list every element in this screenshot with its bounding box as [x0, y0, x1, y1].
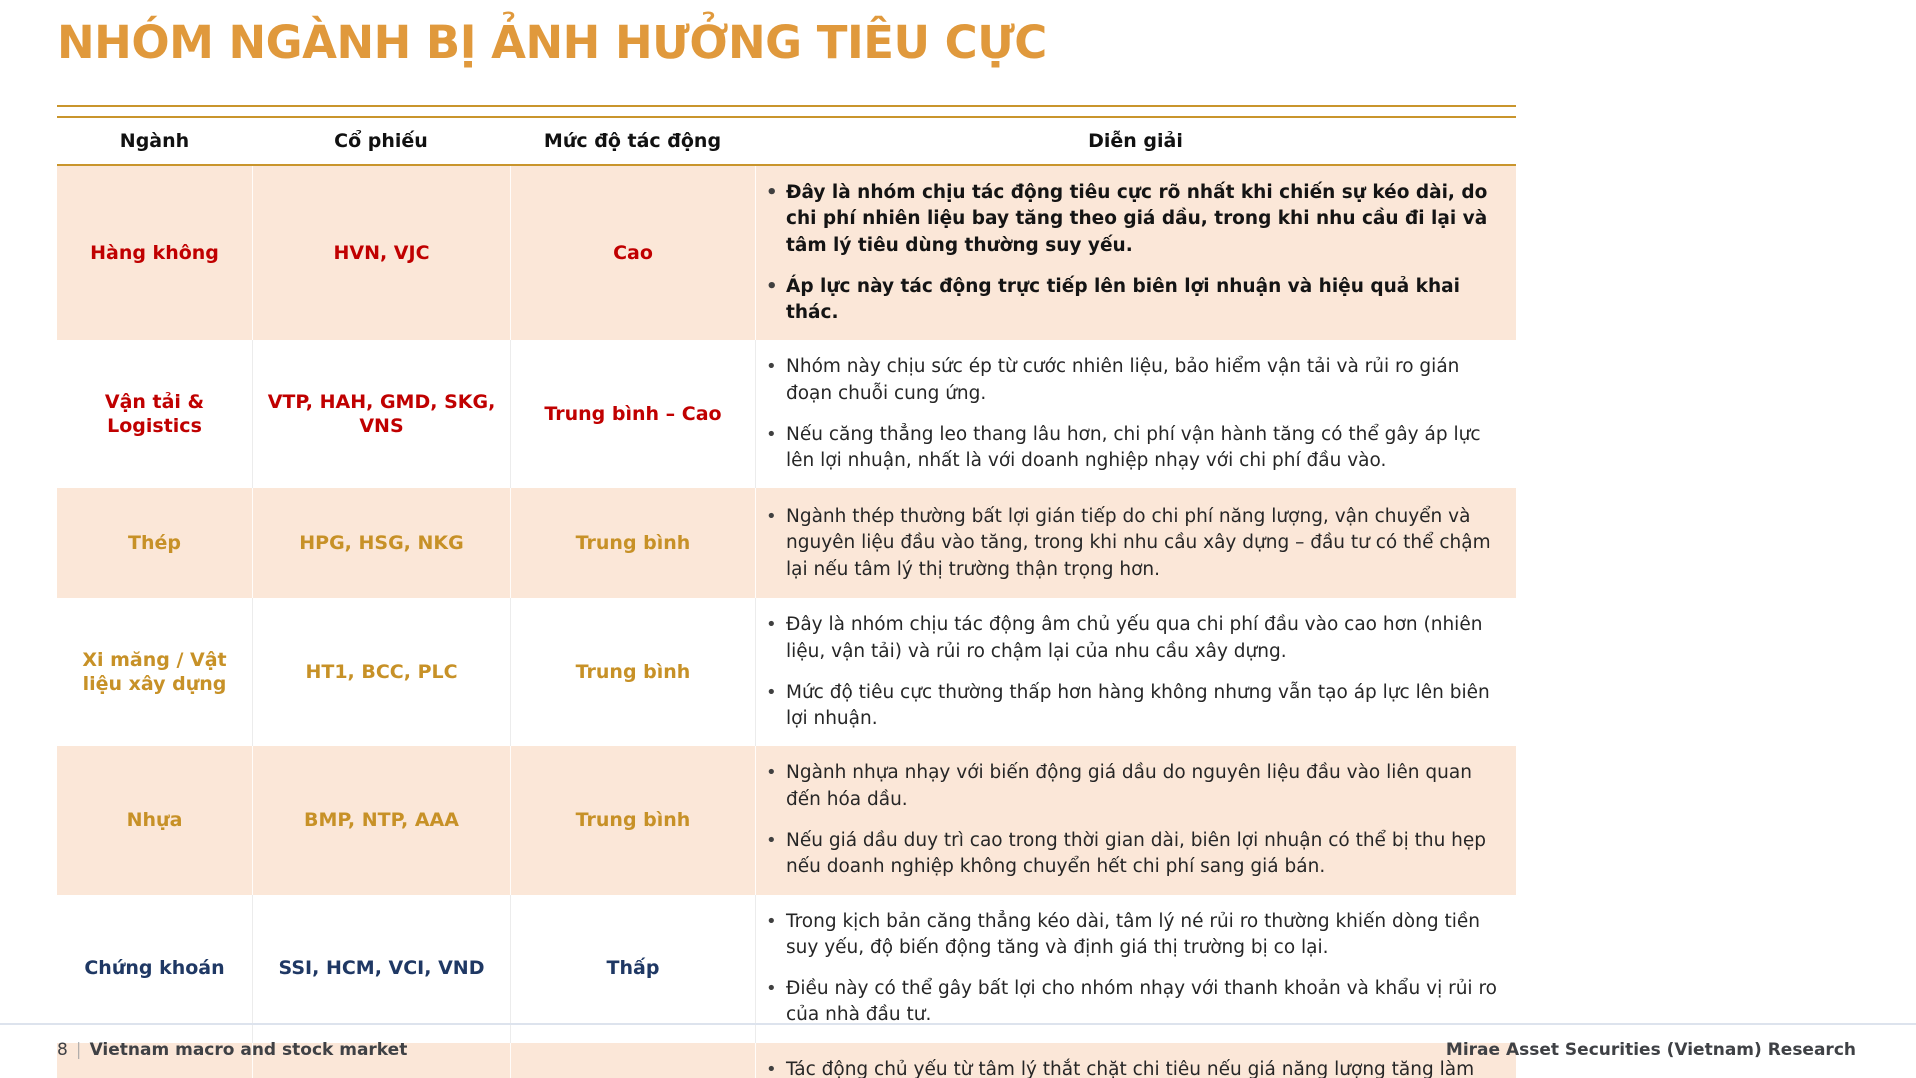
- tickers-cell: BMP, NTP, AAA: [252, 746, 510, 895]
- impact-cell: Trung bình – Cao: [510, 340, 755, 489]
- footer: 8 | Vietnam macro and stock market Mirae…: [57, 1040, 1856, 1060]
- industry-cell: Chứng khoán: [84, 957, 225, 980]
- table-row-logistics: Vận tải & Logistics VTP, HAH, GMD, SKG, …: [57, 340, 1516, 489]
- notes-cell: Ngành thép thường bất lợi gián tiếp do c…: [755, 488, 1516, 599]
- note-item: Mức độ tiêu cực thường thấp hơn hàng khô…: [760, 680, 1498, 733]
- note-item: Ngành thép thường bất lợi gián tiếp do c…: [760, 504, 1498, 583]
- table-row-securities: Chứng khoán SSI, HCM, VCI, VND Thấp Tron…: [57, 894, 1516, 1043]
- page-title: NHÓM NGÀNH BỊ ẢNH HƯỞNG TIÊU CỰC: [57, 16, 1047, 69]
- page-number: 8: [57, 1040, 68, 1060]
- industry-cell: Nhựa: [126, 809, 183, 832]
- table-row-plastics: Nhựa BMP, NTP, AAA Trung bình Ngành nhựa…: [57, 746, 1516, 895]
- notes-cell: Ngành nhựa nhạy với biến động giá dầu do…: [755, 746, 1516, 895]
- header-cell-notes: Diễn giải: [1088, 130, 1183, 152]
- notes-cell: Đây là nhóm chịu tác động âm chủ yếu qua…: [755, 598, 1516, 747]
- notes-cell: Trong kịch bản căng thẳng kéo dài, tâm l…: [755, 894, 1516, 1043]
- table-header-row: Ngành Cổ phiếu Mức độ tác động Diễn giải: [57, 118, 1516, 166]
- notes-list: Nhóm này chịu sức ép từ cước nhiên liệu,…: [760, 354, 1498, 474]
- note-item: Nếu căng thẳng leo thang lâu hơn, chi ph…: [760, 422, 1498, 475]
- tickers-cell: VTP, HAH, GMD, SKG, VNS: [252, 340, 510, 489]
- footer-divider: [0, 1023, 1916, 1025]
- tickers-cell: HPG, HSG, NKG: [252, 488, 510, 599]
- tickers-cell: MWG, DGW, FRT: [252, 1042, 510, 1078]
- note-item: Tác động chủ yếu từ tâm lý thắt chặt chi…: [760, 1057, 1498, 1078]
- notes-list: Ngành nhựa nhạy với biến động giá dầu do…: [760, 760, 1498, 880]
- note-item: Điều này có thể gây bất lợi cho nhóm nhạ…: [760, 976, 1498, 1029]
- table-row-retail-tourism: Bán lẻ không thiết yếu / Du lịch MWG, DG…: [57, 1042, 1516, 1078]
- impact-cell: Cao: [510, 166, 755, 341]
- notes-cell: Nhóm này chịu sức ép từ cước nhiên liệu,…: [755, 340, 1516, 489]
- impact-cell: Trung bình: [510, 488, 755, 599]
- notes-cell: Tác động chủ yếu từ tâm lý thắt chặt chi…: [755, 1042, 1516, 1078]
- footer-separator: |: [75, 1040, 82, 1060]
- tickers-cell: SSI, HCM, VCI, VND: [252, 894, 510, 1043]
- header-cell-industry: Ngành: [119, 130, 190, 152]
- note-item: Trong kịch bản căng thẳng kéo dài, tâm l…: [760, 909, 1498, 962]
- header-cell-impact: Mức độ tác động: [543, 130, 722, 152]
- note-item: Đây là nhóm chịu tác động âm chủ yếu qua…: [760, 612, 1498, 665]
- notes-list: Tác động chủ yếu từ tâm lý thắt chặt chi…: [760, 1057, 1498, 1078]
- title-rule: [57, 105, 1516, 107]
- note-item: Ngành nhựa nhạy với biến động giá dầu do…: [760, 760, 1498, 813]
- table-row-steel: Thép HPG, HSG, NKG Trung bình Ngành thép…: [57, 488, 1516, 599]
- note-item: Nếu giá dầu duy trì cao trong thời gian …: [760, 828, 1498, 881]
- notes-cell: Đây là nhóm chịu tác động tiêu cực rõ nh…: [755, 166, 1516, 341]
- notes-list: Ngành thép thường bất lợi gián tiếp do c…: [760, 504, 1498, 583]
- industry-cell: Thép: [128, 532, 181, 555]
- impact-cell: Thấp: [510, 894, 755, 1043]
- footer-left: 8 | Vietnam macro and stock market: [57, 1040, 407, 1060]
- industry-cell: Hàng không: [90, 241, 219, 264]
- impact-cell: Thấp: [510, 1042, 755, 1078]
- note-item: Nhóm này chịu sức ép từ cước nhiên liệu,…: [760, 354, 1498, 407]
- tickers-cell: HVN, VJC: [252, 166, 510, 341]
- industry-cell: Xi măng / Vật liệu xây dựng: [82, 648, 227, 696]
- table-row-cement: Xi măng / Vật liệu xây dựng HT1, BCC, PL…: [57, 598, 1516, 747]
- impact-table: Ngành Cổ phiếu Mức độ tác động Diễn giải…: [57, 116, 1516, 1078]
- notes-list: Đây là nhóm chịu tác động âm chủ yếu qua…: [760, 612, 1498, 732]
- industry-cell: Vận tải & Logistics: [104, 390, 205, 438]
- table-row-aviation: Hàng không HVN, VJC Cao Đây là nhóm chịu…: [57, 166, 1516, 341]
- impact-cell: Trung bình: [510, 598, 755, 747]
- notes-list: Đây là nhóm chịu tác động tiêu cực rõ nh…: [760, 180, 1498, 326]
- notes-list: Trong kịch bản căng thẳng kéo dài, tâm l…: [760, 909, 1498, 1029]
- impact-cell: Trung bình: [510, 746, 755, 895]
- tickers-cell: HT1, BCC, PLC: [252, 598, 510, 747]
- footer-brand: Mirae Asset Securities (Vietnam) Researc…: [1445, 1040, 1856, 1060]
- header-cell-tickers: Cổ phiếu: [334, 130, 428, 152]
- note-item: Áp lực này tác động trực tiếp lên biên l…: [760, 274, 1498, 327]
- note-item: Đây là nhóm chịu tác động tiêu cực rõ nh…: [760, 180, 1498, 259]
- footer-report-title: Vietnam macro and stock market: [89, 1040, 408, 1060]
